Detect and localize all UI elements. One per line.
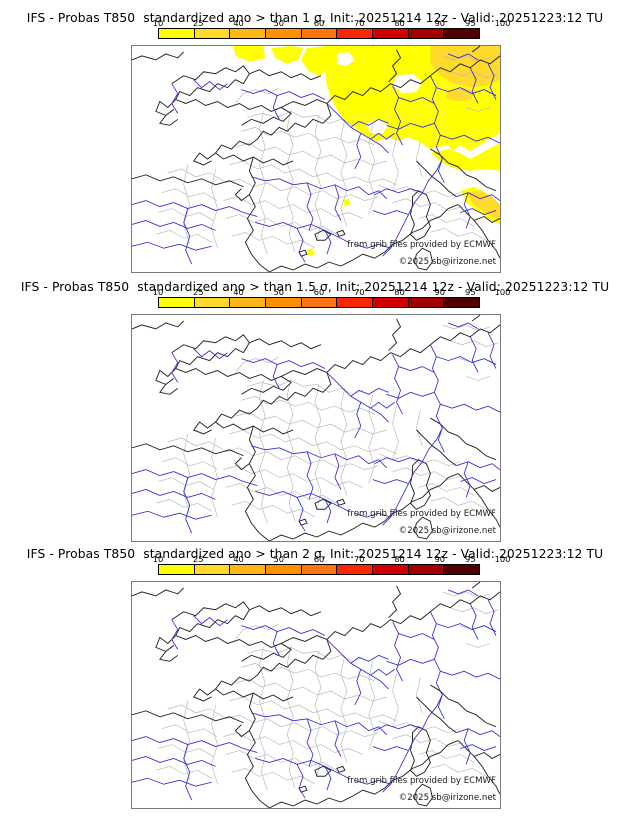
colorbar-tick-100: 100 [494, 287, 511, 297]
colorbar-segment-7 [373, 298, 409, 307]
colorbar: 10 25 40 50 60 70 80 90 95 100 [153, 554, 511, 575]
colorbar-tick-50: 50 [273, 287, 285, 297]
colorbar-segment-5 [301, 29, 338, 38]
colorbar-segment-3 [230, 29, 267, 38]
colorbar-segment-7 [373, 565, 409, 574]
colorbar-segment-9 [444, 298, 480, 307]
colorbar-segment-4 [266, 565, 302, 574]
rivers [132, 53, 500, 265]
colorbar-segment-2 [194, 565, 231, 574]
colorbar-segment-8 [408, 29, 445, 38]
map-canvas-1-sigma[interactable]: from grib files provided by ECMWF ©2025 … [131, 45, 501, 273]
copyright-notice: ©2025 sb@irizone.net [398, 257, 496, 267]
colorbar-gradient [158, 564, 480, 575]
colorbar-tick-90: 90 [434, 287, 446, 297]
colorbar-segment-6 [337, 298, 374, 307]
colorbar-tick-10: 10 [152, 287, 164, 297]
colorbar-tick-80: 80 [394, 287, 405, 297]
colorbar-segment-3 [230, 298, 267, 307]
colorbar-tick-40: 40 [233, 287, 244, 297]
colorbar-gradient [158, 297, 480, 308]
colorbar-tick-40: 40 [233, 18, 244, 28]
colorbar: 10 25 40 50 60 70 80 90 95 100 [153, 287, 511, 308]
admin-boundaries [155, 324, 499, 524]
colorbar-segment-4 [266, 298, 302, 307]
colorbar-segment-6 [337, 29, 374, 38]
map-canvas-2-sigma[interactable]: from grib files provided by ECMWF ©2025 … [131, 581, 501, 809]
colorbar-segment-1 [159, 29, 195, 38]
colorbar-segment-7 [373, 29, 409, 38]
data-source-attribution: from grib files provided by ECMWF [347, 776, 496, 786]
admin-boundaries [155, 591, 499, 791]
panel-title: IFS - Probas T850 standardized ano > tha… [26, 547, 604, 561]
colorbar-segment-3 [230, 565, 267, 574]
colorbar-segment-5 [301, 298, 338, 307]
colorbar-tick-25: 25 [192, 287, 204, 297]
colorbar-segment-5 [301, 565, 338, 574]
colorbar-segment-8 [408, 298, 445, 307]
colorbar-tick-labels: 10 25 40 50 60 70 80 90 95 100 [153, 287, 511, 297]
panel-title: IFS - Probas T850 standardized ano > tha… [26, 11, 604, 25]
colorbar-tick-100: 100 [494, 554, 511, 564]
colorbar-segment-2 [194, 298, 231, 307]
colorbar-segment-2 [194, 29, 231, 38]
copyright-notice: ©2025 sb@irizone.net [398, 793, 496, 803]
colorbar-tick-10: 10 [152, 18, 164, 28]
admin-boundaries [155, 55, 499, 255]
coastlines [132, 46, 500, 272]
colorbar-tick-40: 40 [233, 554, 244, 564]
colorbar-tick-70: 70 [353, 554, 365, 564]
rivers [132, 322, 500, 534]
data-source-attribution: from grib files provided by ECMWF [347, 240, 496, 250]
colorbar-tick-25: 25 [192, 18, 204, 28]
copyright-notice: ©2025 sb@irizone.net [398, 526, 496, 536]
colorbar-tick-labels: 10 25 40 50 60 70 80 90 95 100 [153, 18, 511, 28]
colorbar-tick-labels: 10 25 40 50 60 70 80 90 95 100 [153, 554, 511, 564]
colorbar-tick-25: 25 [192, 554, 204, 564]
colorbar-segment-6 [337, 565, 374, 574]
colorbar-tick-60: 60 [313, 18, 325, 28]
rivers [132, 589, 500, 801]
colorbar-tick-70: 70 [353, 287, 365, 297]
colorbar-tick-95: 95 [465, 554, 476, 564]
colorbar-tick-80: 80 [394, 554, 405, 564]
colorbar-tick-95: 95 [465, 18, 476, 28]
colorbar-tick-90: 90 [434, 18, 446, 28]
colorbar-tick-10: 10 [152, 554, 164, 564]
panel-title: IFS - Probas T850 standardized ano > tha… [20, 280, 610, 294]
colorbar-tick-90: 90 [434, 554, 446, 564]
colorbar: 10 25 40 50 60 70 80 90 95 100 [153, 18, 511, 39]
probability-shading [233, 46, 500, 257]
colorbar-segment-1 [159, 565, 195, 574]
colorbar-gradient [158, 28, 480, 39]
colorbar-segment-9 [444, 29, 480, 38]
coastlines [132, 582, 500, 808]
colorbar-tick-100: 100 [494, 18, 511, 28]
colorbar-tick-50: 50 [273, 554, 285, 564]
colorbar-tick-60: 60 [313, 554, 325, 564]
colorbar-tick-80: 80 [394, 18, 405, 28]
colorbar-tick-60: 60 [313, 287, 325, 297]
coastlines [132, 315, 500, 541]
colorbar-tick-95: 95 [465, 287, 476, 297]
data-source-attribution: from grib files provided by ECMWF [347, 509, 496, 519]
colorbar-segment-8 [408, 565, 445, 574]
map-canvas-1p5-sigma[interactable]: from grib files provided by ECMWF ©2025 … [131, 314, 501, 542]
colorbar-segment-9 [444, 565, 480, 574]
colorbar-tick-50: 50 [273, 18, 285, 28]
colorbar-segment-1 [159, 298, 195, 307]
colorbar-tick-70: 70 [353, 18, 365, 28]
colorbar-segment-4 [266, 29, 302, 38]
